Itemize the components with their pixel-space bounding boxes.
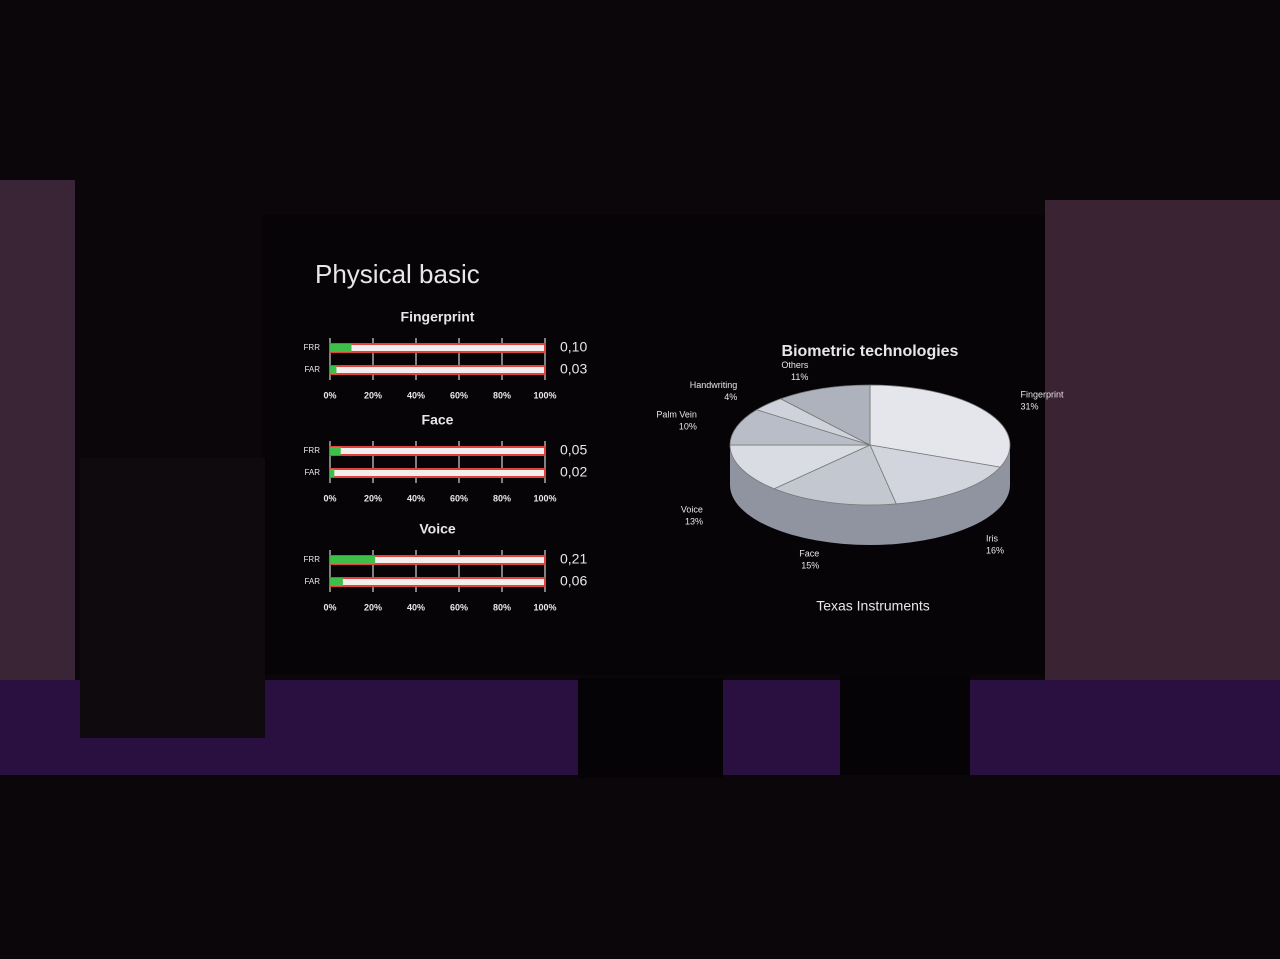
podium xyxy=(80,458,265,738)
x-tick-label: 0% xyxy=(323,493,336,503)
pie-slice xyxy=(729,444,871,490)
pie-slice xyxy=(729,409,871,446)
y-tick-label: FRR xyxy=(304,446,321,455)
x-tick-label: 20% xyxy=(364,493,382,503)
value-label: 0,06 xyxy=(560,573,587,589)
y-tick-label: FRR xyxy=(304,555,321,564)
speaker-box xyxy=(578,678,723,778)
value-label: 0,10 xyxy=(560,339,587,355)
pie-slice xyxy=(779,384,871,446)
speaker-box xyxy=(840,675,970,775)
value-label: 0,21 xyxy=(560,551,587,567)
y-tick-label: FAR xyxy=(304,577,320,586)
y-tick-label: FRR xyxy=(304,343,321,352)
pie-label: Iris xyxy=(986,533,998,543)
pie-slice xyxy=(869,384,1011,468)
pie-label: Face xyxy=(799,548,819,558)
pie-value-label: 13% xyxy=(685,516,703,526)
x-tick-label: 40% xyxy=(407,390,425,400)
bar-track xyxy=(329,577,546,587)
chart-title: Voice xyxy=(419,521,456,537)
bar xyxy=(330,578,343,586)
pie-slice xyxy=(773,444,897,506)
value-label: 0,05 xyxy=(560,442,587,458)
pie-label: Fingerprint xyxy=(1021,390,1065,400)
bar xyxy=(330,469,335,477)
bar xyxy=(330,447,341,455)
value-label: 0,03 xyxy=(560,361,587,377)
bar xyxy=(330,344,352,352)
x-tick-label: 80% xyxy=(493,602,511,612)
bar-track xyxy=(329,343,546,353)
bar xyxy=(330,556,376,564)
slide-title: Physical basic xyxy=(315,259,480,289)
x-tick-label: 60% xyxy=(450,602,468,612)
x-tick-label: 40% xyxy=(407,493,425,503)
x-tick-label: 100% xyxy=(533,493,556,503)
left-wall xyxy=(0,180,75,720)
x-tick-label: 80% xyxy=(493,493,511,503)
x-tick-label: 0% xyxy=(323,602,336,612)
chart-source: Texas Instruments xyxy=(816,598,930,614)
x-tick-label: 60% xyxy=(450,390,468,400)
x-tick-label: 60% xyxy=(450,493,468,503)
pie-value-label: 4% xyxy=(724,392,737,402)
x-tick-label: 100% xyxy=(533,390,556,400)
x-tick-label: 100% xyxy=(533,602,556,612)
y-tick-label: FAR xyxy=(304,468,320,477)
chart-title: Biometric technologies xyxy=(782,343,959,360)
pie-value-label: 10% xyxy=(679,421,697,431)
pie-slice xyxy=(869,444,1001,505)
pie-value-label: 11% xyxy=(791,372,808,382)
x-tick-label: 40% xyxy=(407,602,425,612)
bar-track xyxy=(329,365,546,375)
y-tick-label: FAR xyxy=(304,365,320,374)
pie-label: Voice xyxy=(681,504,703,514)
pie-value-label: 15% xyxy=(801,560,819,570)
bar-track xyxy=(329,446,546,456)
pie-label: Others xyxy=(781,360,809,370)
bar xyxy=(330,366,337,374)
bar-track xyxy=(329,468,546,478)
x-tick-label: 80% xyxy=(493,390,511,400)
pie-label: Palm Vein xyxy=(656,409,697,419)
pie-value-label: 16% xyxy=(986,545,1004,555)
x-tick-label: 20% xyxy=(364,602,382,612)
value-label: 0,02 xyxy=(560,464,587,480)
x-tick-label: 20% xyxy=(364,390,382,400)
x-tick-label: 0% xyxy=(323,390,336,400)
chart-title: Face xyxy=(422,412,454,428)
right-wall xyxy=(1045,200,1280,700)
pie-label: Handwriting xyxy=(690,380,738,390)
chart-title: Fingerprint xyxy=(401,309,475,325)
pie-value-label: 31% xyxy=(1021,402,1039,412)
